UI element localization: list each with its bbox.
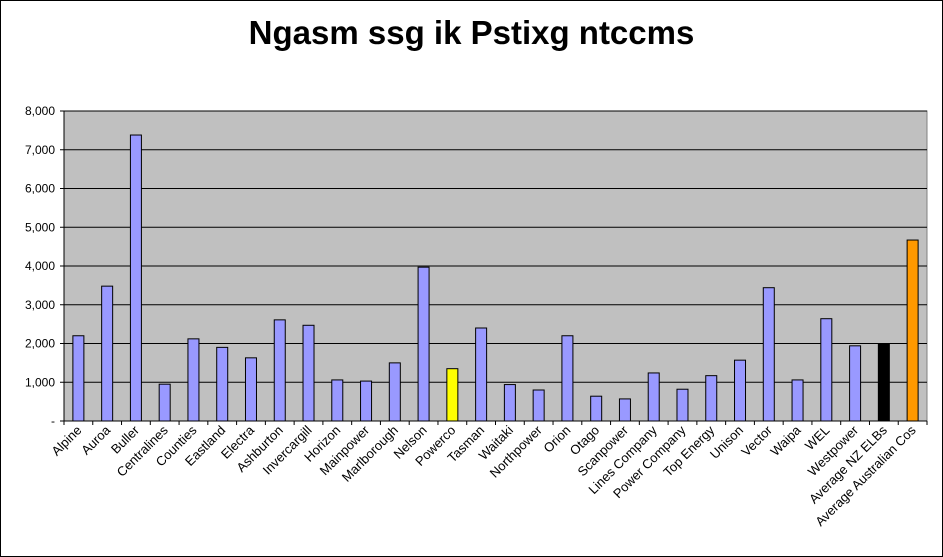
bar xyxy=(532,389,545,422)
bar xyxy=(129,134,142,422)
bar xyxy=(705,375,718,422)
bar xyxy=(72,335,85,422)
y-tick-label: 6,000 xyxy=(25,182,55,196)
bar xyxy=(734,359,747,422)
bar xyxy=(647,372,660,422)
bar xyxy=(302,324,315,422)
y-tick-label: 4,000 xyxy=(25,259,55,273)
bar xyxy=(475,327,488,422)
bar xyxy=(388,362,401,422)
x-axis-ticks: AlpineAuroaBullerCentralinesCountiesEast… xyxy=(48,421,928,529)
bar xyxy=(187,338,200,422)
y-tick-label: 7,000 xyxy=(25,143,55,157)
bar xyxy=(360,380,373,422)
bar xyxy=(561,335,574,422)
bar xyxy=(417,266,430,422)
y-axis-ticks: - 1,000 2,000 3,000 4,000 5,000 6,000 7,000 8,00… xyxy=(25,104,64,428)
bar xyxy=(101,285,114,422)
x-tick-label: Auroa xyxy=(78,422,114,458)
bar xyxy=(820,318,833,422)
x-tick-label: Vector xyxy=(738,422,775,459)
bar xyxy=(762,287,775,422)
y-tick-label: 3,000 xyxy=(25,298,55,312)
bar xyxy=(331,379,344,422)
bar xyxy=(158,383,171,422)
bar xyxy=(791,379,804,422)
bar xyxy=(877,343,890,422)
y-tick-label: - xyxy=(51,414,55,428)
bars xyxy=(72,134,919,422)
y-tick-label: 8,000 xyxy=(25,104,55,118)
bar xyxy=(676,388,689,422)
x-tick-label: Waipa xyxy=(767,422,804,459)
y-tick-label: 1,000 xyxy=(25,375,55,389)
x-tick-label: Unison xyxy=(707,423,746,462)
bar xyxy=(216,346,229,422)
gridlines xyxy=(64,110,927,383)
bar xyxy=(849,345,862,422)
bar xyxy=(618,398,631,422)
bar xyxy=(244,357,257,422)
bar xyxy=(590,395,603,422)
bar xyxy=(446,368,459,422)
y-tick-label: 2,000 xyxy=(25,337,55,351)
bar xyxy=(906,239,919,422)
bar xyxy=(273,319,286,422)
bar xyxy=(503,384,516,422)
chart-title: Ngasm ssg ik Pstixg ntccms xyxy=(248,14,695,51)
y-tick-label: 5,000 xyxy=(25,220,55,234)
